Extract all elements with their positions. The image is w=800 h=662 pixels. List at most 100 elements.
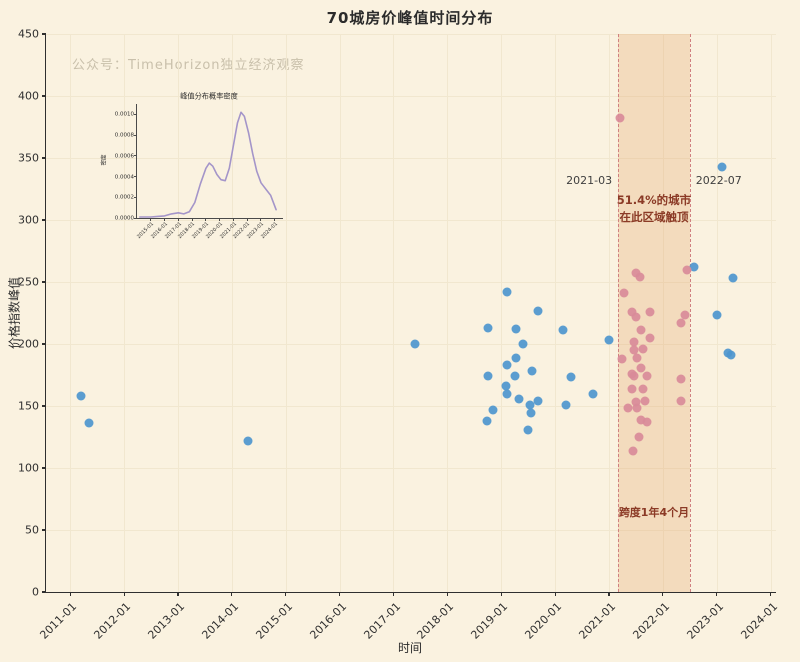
y-tick-mark (42, 95, 46, 97)
x-tick-label-text: 2018-01 (414, 600, 457, 642)
inset-x-tick-mark (232, 218, 234, 221)
y-tick-label: 50 (25, 523, 39, 537)
y-tick-label: 100 (18, 461, 39, 475)
inset-chart-title: 峰值分布概率密度 (180, 92, 238, 101)
y-tick-label: 150 (18, 399, 39, 413)
gridline-vertical (124, 34, 126, 592)
scatter-point-peak-outside-band (502, 287, 512, 297)
scatter-point-peak-outside-band (525, 400, 535, 410)
x-tick-mark (716, 592, 718, 596)
scatter-point-peak-inside-band (636, 363, 646, 373)
scatter-point-peak-inside-band (631, 312, 641, 322)
scatter-point-peak-inside-band (645, 333, 655, 343)
x-tick-mark (392, 592, 395, 596)
scatter-point-peak-outside-band (533, 306, 543, 316)
scatter-point-peak-outside-band (84, 418, 94, 428)
gridline-horizontal (46, 158, 776, 159)
gridline-vertical (555, 34, 557, 592)
band-end-date-label: 2022-07 (695, 174, 742, 187)
gridline-vertical (70, 34, 72, 592)
scatter-point-peak-inside-band (627, 384, 637, 394)
gridline-vertical (770, 34, 772, 592)
band-start-date-label: 2021-03 (566, 174, 613, 187)
scatter-point-peak-outside-band (501, 381, 511, 391)
gridline-vertical (339, 34, 341, 592)
y-tick-label: 350 (18, 151, 39, 165)
gridline-horizontal (46, 406, 776, 407)
scatter-point-peak-inside-band (645, 307, 655, 317)
x-tick-label-text: 2020-01 (522, 600, 565, 642)
scatter-point-peak-outside-band (523, 425, 533, 435)
scatter-point-peak-inside-band (623, 403, 633, 413)
y-tick-label: 250 (18, 275, 39, 289)
scatter-point-peak-outside-band (717, 162, 727, 172)
scatter-point-peak-outside-band (482, 416, 492, 426)
x-tick-label-text: 2019-01 (468, 600, 511, 642)
y-tick-mark (42, 33, 46, 35)
scatter-point-peak-outside-band (588, 389, 598, 399)
scatter-point-peak-outside-band (502, 389, 512, 399)
inset-x-tick-mark (177, 218, 179, 221)
x-tick-mark (662, 592, 664, 596)
scatter-point-peak-inside-band (629, 345, 639, 355)
inset-x-tick-mark (205, 218, 207, 221)
scatter-point-peak-inside-band (632, 403, 642, 413)
scatter-point-peak-inside-band (680, 310, 690, 320)
inset-y-tick-label: 0.0006 (114, 152, 134, 159)
scatter-point-peak-outside-band (689, 262, 699, 272)
inset-x-tick-mark (274, 218, 276, 221)
gridline-horizontal (46, 468, 776, 469)
scatter-point-peak-inside-band (635, 272, 645, 282)
gridline-horizontal (46, 220, 776, 221)
gridline-horizontal (46, 282, 776, 283)
gridline-horizontal (46, 34, 776, 35)
scatter-point-peak-outside-band (561, 400, 571, 410)
x-tick-label-text: 2011-01 (37, 600, 80, 642)
x-tick-label-text: 2022-01 (630, 600, 673, 642)
y-tick-mark (42, 405, 46, 407)
scatter-point-peak-outside-band (728, 273, 738, 283)
inset-x-tick-mark (164, 218, 166, 221)
scatter-point-peak-inside-band (640, 396, 650, 406)
x-tick-mark (339, 592, 341, 596)
scatter-point-peak-inside-band (636, 415, 646, 425)
scatter-point-peak-outside-band (566, 372, 576, 382)
inset-x-tick-mark (260, 218, 262, 221)
inset-y-tick-label: 0.0010 (114, 111, 134, 118)
x-tick-label-text: 2014-01 (199, 600, 242, 642)
scatter-point-peak-outside-band (726, 350, 736, 360)
inset-y-tick-mark (134, 155, 137, 157)
scatter-point-peak-inside-band (676, 318, 686, 328)
scatter-point-peak-outside-band (76, 391, 86, 401)
scatter-point-peak-inside-band (638, 384, 648, 394)
gridline-horizontal (46, 530, 776, 531)
inset-y-tick-label: 0.0004 (114, 173, 134, 180)
x-tick-mark (608, 592, 610, 596)
x-tick-label-text: 2012-01 (91, 600, 134, 642)
scatter-point-peak-outside-band (502, 360, 512, 370)
y-tick-mark (42, 529, 46, 531)
scatter-point-peak-outside-band (604, 335, 614, 345)
inset-x-tick-mark (150, 218, 152, 221)
band-left-dashed-line (618, 34, 620, 592)
inset-x-tick-mark (191, 218, 193, 221)
inset-x-tick-mark (219, 218, 221, 221)
x-tick-label-text: 2021-01 (576, 600, 619, 642)
scatter-point-peak-outside-band (511, 353, 521, 363)
x-tick-label-text: 2017-01 (360, 600, 403, 642)
scatter-point-peak-inside-band (676, 374, 686, 384)
gridline-vertical (662, 34, 664, 592)
y-tick-label: 200 (18, 337, 39, 351)
band-annotation: 51.4%的城市 在此区域触顶 (616, 193, 692, 225)
scatter-point-peak-inside-band (632, 353, 642, 363)
x-tick-mark (177, 592, 179, 596)
scatter-point-peak-outside-band (483, 371, 493, 381)
density-curve (138, 111, 277, 218)
inset-y-tick-mark (134, 134, 137, 136)
y-tick-mark (42, 591, 46, 593)
inset-y-tick-mark (134, 196, 137, 198)
gridline-vertical (447, 34, 449, 592)
x-tick-mark (69, 592, 71, 596)
chart-title: 70城房价峰值时间分布 (326, 9, 494, 27)
scatter-point-peak-inside-band (627, 307, 637, 317)
